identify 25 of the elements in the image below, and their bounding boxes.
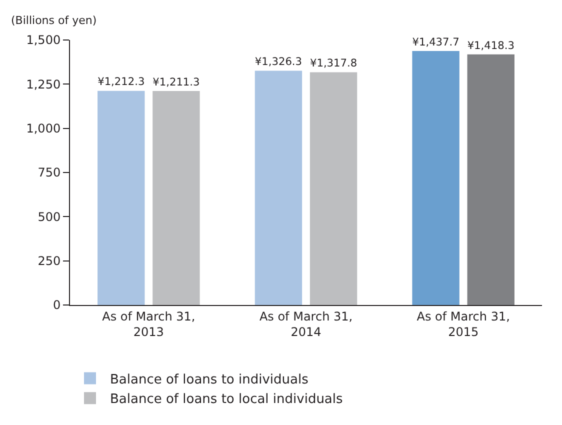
x-tick-label: As of March 31, 2015 [416,309,510,339]
y-tick-label: 500 [38,210,61,224]
data-label: ¥1,418.3 [467,40,514,52]
bar [310,72,358,305]
data-label: ¥1,211.3 [152,76,200,88]
bar [412,51,460,305]
legend-label: Balance of loans to local individuals [110,392,344,408]
x-tick-label: As of March 31, 2013 [102,309,196,339]
bar [98,90,145,305]
y-tick-label: 1,500 [26,33,61,48]
y-tick-label: 1,000 [26,122,61,136]
data-label: ¥1,317.8 [310,58,358,70]
data-label: ¥1,326.3 [254,56,302,68]
y-axis-title: (Billions of yen) [11,14,97,27]
x-tick-label: As of March 31, 2014 [259,309,353,339]
bar [467,54,514,305]
bar [254,70,302,305]
y-tick-label: 750 [38,166,61,180]
data-label: ¥1,212.3 [98,76,145,88]
data-label: ¥1,437.7 [412,36,460,48]
bar [152,91,200,305]
legend-label: Balance of loans to individuals [110,372,309,388]
y-tick-label: 250 [38,254,61,268]
y-tick-label: 1,250 [26,77,61,92]
y-tick-label: 0 [52,298,61,312]
